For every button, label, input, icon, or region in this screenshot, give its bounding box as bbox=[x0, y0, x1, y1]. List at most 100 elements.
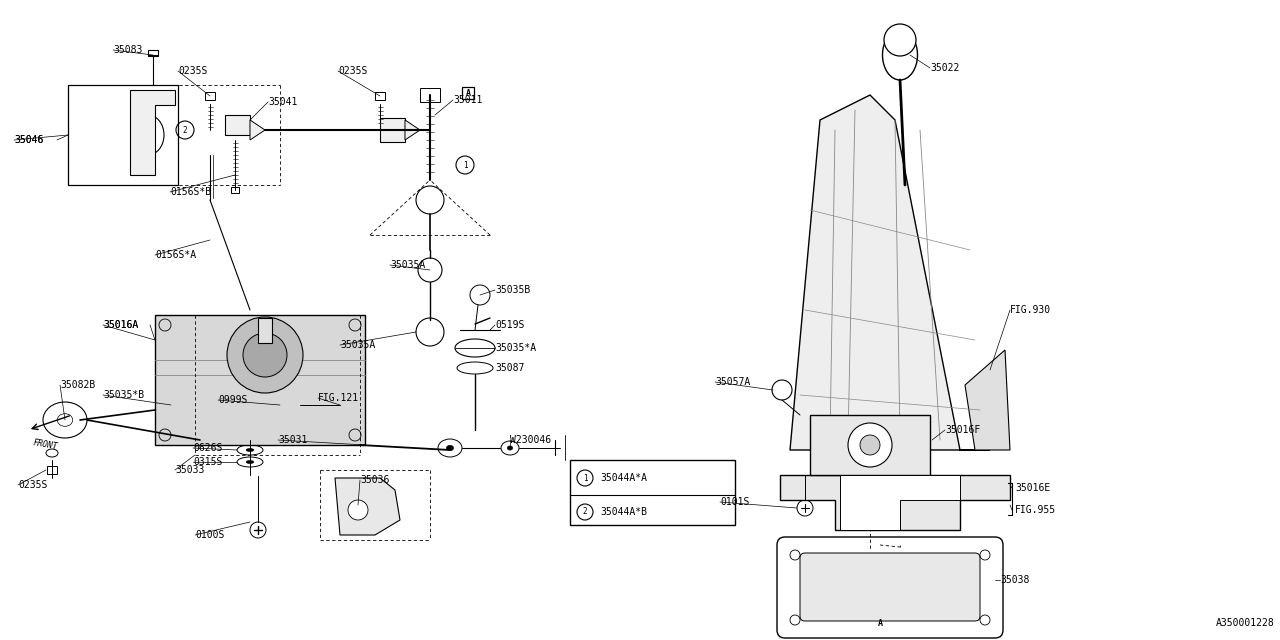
Polygon shape bbox=[131, 90, 175, 175]
Text: FIG.955: FIG.955 bbox=[1015, 505, 1056, 515]
Circle shape bbox=[860, 435, 881, 455]
Polygon shape bbox=[250, 120, 265, 140]
Circle shape bbox=[416, 186, 444, 214]
Text: 35016A: 35016A bbox=[102, 320, 138, 330]
Text: FIG.121: FIG.121 bbox=[317, 393, 360, 403]
Bar bbox=[148, 50, 157, 56]
Text: 35041: 35041 bbox=[268, 97, 297, 107]
Ellipse shape bbox=[500, 441, 518, 455]
Text: 0315S: 0315S bbox=[193, 457, 223, 467]
Text: 35083: 35083 bbox=[113, 45, 142, 55]
Bar bbox=[259, 318, 273, 343]
Polygon shape bbox=[965, 350, 1010, 450]
Text: 35033: 35033 bbox=[175, 465, 205, 475]
Ellipse shape bbox=[280, 398, 300, 412]
Ellipse shape bbox=[44, 402, 87, 438]
Text: 35031: 35031 bbox=[278, 435, 307, 445]
Ellipse shape bbox=[237, 457, 262, 467]
Bar bbox=[375, 92, 385, 100]
FancyBboxPatch shape bbox=[777, 537, 1004, 638]
Text: A: A bbox=[466, 88, 471, 97]
Text: 0235S: 0235S bbox=[338, 66, 367, 76]
Text: 35035A: 35035A bbox=[340, 340, 375, 350]
Text: 0235S: 0235S bbox=[178, 66, 207, 76]
Circle shape bbox=[849, 423, 892, 467]
Bar bbox=[225, 115, 250, 135]
Circle shape bbox=[884, 24, 916, 56]
Ellipse shape bbox=[438, 439, 462, 457]
Ellipse shape bbox=[172, 394, 198, 416]
Ellipse shape bbox=[287, 403, 293, 407]
Text: 0626S: 0626S bbox=[193, 443, 223, 453]
Circle shape bbox=[334, 399, 346, 411]
Circle shape bbox=[348, 500, 369, 520]
Text: 35046: 35046 bbox=[14, 135, 44, 145]
Text: 0101S: 0101S bbox=[721, 497, 749, 507]
Text: 35057A: 35057A bbox=[716, 377, 750, 387]
Bar bbox=[47, 466, 58, 474]
Polygon shape bbox=[840, 475, 960, 530]
Text: 0156S*A: 0156S*A bbox=[155, 250, 196, 260]
Ellipse shape bbox=[454, 339, 495, 357]
Circle shape bbox=[250, 522, 266, 538]
Bar bbox=[570, 460, 735, 525]
Bar bbox=[462, 87, 474, 99]
Text: 35087: 35087 bbox=[495, 363, 525, 373]
Bar bbox=[810, 415, 931, 475]
Bar bbox=[155, 315, 365, 445]
Ellipse shape bbox=[507, 446, 513, 450]
Polygon shape bbox=[335, 478, 401, 535]
Ellipse shape bbox=[447, 445, 453, 451]
Text: 35038: 35038 bbox=[1000, 575, 1029, 585]
Ellipse shape bbox=[46, 449, 58, 457]
Bar bbox=[420, 88, 440, 102]
Bar bbox=[874, 617, 886, 629]
Circle shape bbox=[243, 333, 287, 377]
Text: 35016F: 35016F bbox=[945, 425, 980, 435]
Text: FRONT: FRONT bbox=[32, 438, 58, 452]
Circle shape bbox=[772, 380, 792, 400]
Text: 35016E: 35016E bbox=[1015, 483, 1051, 493]
Ellipse shape bbox=[882, 30, 918, 80]
Bar bbox=[205, 92, 215, 100]
Circle shape bbox=[419, 258, 442, 282]
Text: 35044A*B: 35044A*B bbox=[600, 507, 646, 517]
Text: 0100S: 0100S bbox=[195, 530, 224, 540]
Circle shape bbox=[227, 317, 303, 393]
Polygon shape bbox=[780, 475, 1010, 530]
Text: 35035*A: 35035*A bbox=[495, 343, 536, 353]
Ellipse shape bbox=[237, 445, 262, 455]
Text: 35035*B: 35035*B bbox=[102, 390, 145, 400]
Text: 35022: 35022 bbox=[931, 63, 960, 73]
Text: 35036: 35036 bbox=[360, 475, 389, 485]
Text: 2: 2 bbox=[183, 125, 187, 134]
Text: 35035B: 35035B bbox=[495, 285, 530, 295]
Text: 35016A: 35016A bbox=[102, 320, 138, 330]
Polygon shape bbox=[790, 95, 989, 450]
Text: 0156S*B: 0156S*B bbox=[170, 187, 211, 197]
Bar bbox=[230, 187, 239, 193]
Text: 0235S: 0235S bbox=[18, 480, 47, 490]
Text: 1: 1 bbox=[582, 474, 588, 483]
Ellipse shape bbox=[132, 115, 164, 155]
Text: 0519S: 0519S bbox=[495, 320, 525, 330]
Text: 2: 2 bbox=[582, 508, 588, 516]
Circle shape bbox=[470, 285, 490, 305]
Text: 1: 1 bbox=[462, 161, 467, 170]
Text: 35044A*A: 35044A*A bbox=[600, 473, 646, 483]
Text: 35035A: 35035A bbox=[390, 260, 425, 270]
Ellipse shape bbox=[457, 362, 493, 374]
Text: 35082B: 35082B bbox=[60, 380, 95, 390]
Ellipse shape bbox=[246, 449, 253, 451]
Polygon shape bbox=[404, 120, 420, 140]
Ellipse shape bbox=[246, 461, 253, 463]
Bar bbox=[380, 118, 404, 142]
Circle shape bbox=[797, 500, 813, 516]
Text: A: A bbox=[878, 618, 882, 627]
Text: 0999S: 0999S bbox=[218, 395, 247, 405]
Text: 35046: 35046 bbox=[14, 135, 44, 145]
Text: A350001228: A350001228 bbox=[1216, 618, 1275, 628]
Circle shape bbox=[416, 318, 444, 346]
Text: W230046: W230046 bbox=[509, 435, 552, 445]
Text: FIG.930: FIG.930 bbox=[1010, 305, 1051, 315]
